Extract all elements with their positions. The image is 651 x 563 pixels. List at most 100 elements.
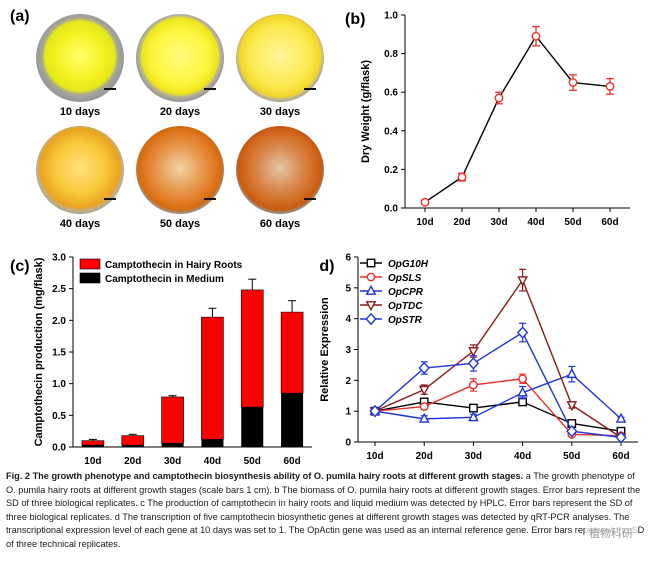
legend-label: OpSLS — [388, 273, 422, 284]
bar-medium — [121, 445, 144, 447]
watermark: 植物科研 — [585, 524, 637, 542]
data-point — [418, 361, 430, 375]
figure-caption: Fig. 2 The growth phenotype and camptoth… — [6, 470, 646, 552]
series-line — [374, 278, 622, 438]
photo-10-days — [36, 14, 124, 102]
photo-label: 20 days — [159, 106, 201, 118]
scale-bar — [304, 88, 316, 90]
y-tick-label: 1.5 — [52, 348, 66, 359]
data-point — [468, 403, 478, 413]
y-tick-label: 5 — [345, 283, 351, 294]
caption-fig-number: Fig. 2 — [6, 471, 30, 481]
x-tick-label: 30d — [490, 217, 507, 228]
panel-b-letter: (b) — [345, 11, 365, 28]
bar-medium — [281, 393, 304, 447]
x-tick-label: 20d — [453, 217, 470, 228]
y-tick-label: 2.5 — [52, 284, 66, 295]
series-line — [374, 378, 622, 437]
x-tick-label: 40d — [514, 451, 531, 462]
data-point — [531, 31, 541, 41]
data-point — [369, 404, 381, 418]
scale-bar — [204, 88, 216, 90]
legend-swatch — [79, 272, 101, 284]
y-tick-label: 4 — [345, 314, 351, 325]
data-point — [418, 385, 430, 396]
legend-label: OpCPR — [388, 287, 424, 298]
series-line — [424, 35, 611, 203]
bar-hairy-roots — [161, 396, 184, 444]
x-tick-label: 10d — [416, 217, 433, 228]
legend-marker — [365, 301, 377, 312]
series-line — [374, 373, 622, 420]
y-tick-label: 0 — [345, 438, 351, 449]
legend-label: OpTDC — [388, 301, 423, 312]
y-tick-label: 1.0 — [52, 379, 66, 390]
bar-medium — [241, 407, 264, 447]
x-tick-label: 50d — [563, 451, 580, 462]
bar-hairy-roots — [280, 311, 304, 394]
caption-text: a The growth phenotype of O. pumila hair… — [6, 471, 645, 549]
y-tick-label: 0.0 — [52, 443, 66, 454]
y-tick-label: 6 — [345, 253, 351, 264]
data-point — [566, 424, 578, 438]
scale-bar — [304, 198, 316, 200]
data-point — [418, 412, 430, 423]
data-point — [516, 326, 529, 339]
data-point — [517, 276, 528, 287]
x-tick-label: 60d — [601, 217, 618, 228]
photo-label: 30 days — [259, 106, 301, 118]
data-point — [468, 347, 479, 358]
y-axis-label: Dry Weight (g/flask) — [360, 60, 372, 163]
bar-medium — [201, 439, 224, 447]
data-point — [419, 402, 429, 411]
y-tick-label: 0.0 — [384, 204, 398, 215]
data-point — [494, 93, 504, 103]
legend-marker — [366, 258, 376, 268]
bar-hairy-roots — [240, 289, 264, 408]
data-point — [468, 380, 478, 390]
data-point — [568, 78, 578, 87]
data-point — [457, 172, 467, 182]
x-tick-label: 60d — [612, 451, 629, 462]
data-point — [468, 411, 479, 422]
x-tick-label: 20d — [416, 451, 433, 462]
panel-a-letter: (a) — [10, 8, 30, 25]
y-tick-label: 0.4 — [384, 126, 398, 137]
dry-weight-chart: (b) 0.0 0.2 0.4 0.6 0.8 1.0 10d 20d 30d 40d 50d 60d D… — [345, 11, 630, 228]
y-tick-label: 1.0 — [384, 11, 398, 22]
data-point — [518, 374, 528, 384]
photo-50-days — [136, 126, 224, 214]
photo-40-days — [36, 126, 124, 214]
legend-marker — [366, 272, 376, 282]
bar-medium — [161, 443, 184, 447]
bar-hairy-roots — [121, 435, 145, 446]
data-point — [467, 357, 480, 370]
relative-expression-chart: (d) 0 1 2 3 4 5 6 10d 20d 30d 40d 50d 60d Relative Exp… — [320, 253, 638, 462]
caption-title: The growth phenotype and camptothecin bi… — [32, 471, 524, 481]
y-axis-label: Relative Expression — [320, 297, 331, 402]
data-point — [605, 82, 615, 91]
legend-marker — [365, 312, 377, 326]
y-tick-label: 1 — [345, 407, 351, 418]
panel-a-photos: (a) 10 days 20 days 30 days 40 days 50 d… — [0, 0, 335, 245]
y-tick-label: 3.0 — [52, 253, 66, 264]
x-tick-label: 10d — [366, 451, 383, 462]
legend-label: OpSTR — [388, 315, 423, 326]
y-tick-label: 3 — [345, 345, 351, 356]
legend-label: Camptothecin in Hairy Roots — [105, 260, 243, 271]
y-tick-label: 0.6 — [384, 88, 398, 99]
legend-label: OpG10H — [388, 259, 429, 270]
panel-c-letter: (c) — [10, 258, 30, 275]
series-line — [374, 331, 622, 439]
data-point — [615, 431, 627, 444]
photo-label: 50 days — [159, 218, 201, 230]
y-tick-label: 0.8 — [384, 49, 398, 60]
x-tick-label: 40d — [204, 456, 221, 467]
photo-20-days — [136, 14, 224, 102]
bar-medium — [81, 445, 104, 447]
data-point — [517, 386, 528, 397]
scale-bar — [104, 198, 116, 200]
y-tick-label: 0.5 — [52, 411, 66, 422]
photo-label: 60 days — [259, 218, 301, 230]
x-tick-label: 40d — [527, 217, 544, 228]
